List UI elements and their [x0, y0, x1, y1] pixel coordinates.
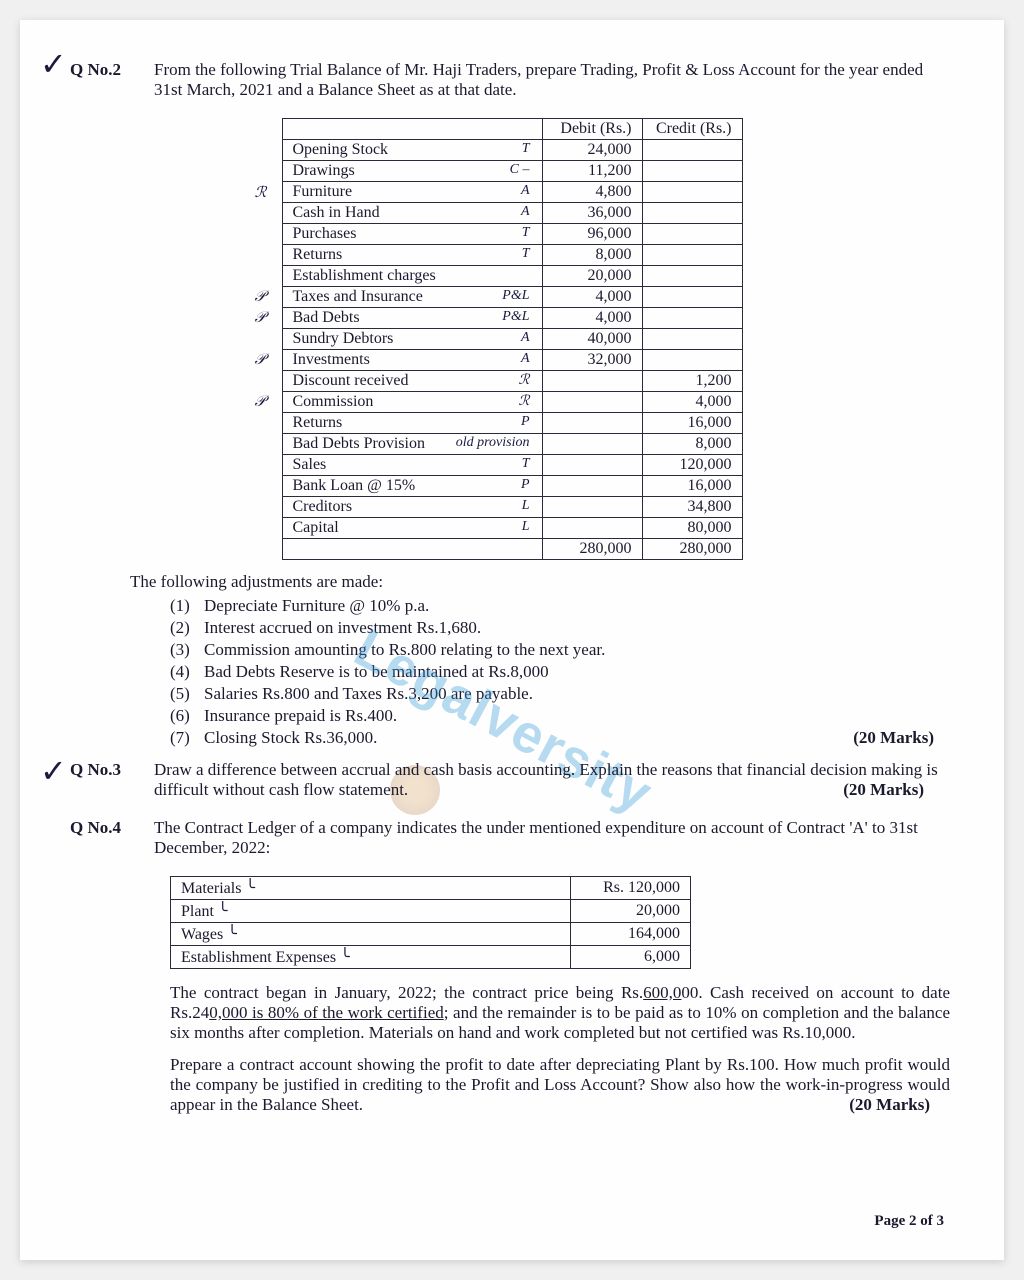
adjustment-item: (1)Depreciate Furniture @ 10% p.a.: [170, 596, 954, 616]
table-row: ReturnsT8,000: [282, 245, 742, 266]
table-row: Wages ╰164,000: [171, 923, 691, 946]
checkmark-annotation: ✓: [40, 45, 67, 83]
handwritten-annotation: C –: [510, 162, 530, 178]
handwritten-annotation: L: [522, 519, 530, 535]
question-3: ✓ Q No.3 Draw a difference between accru…: [70, 760, 954, 800]
adjustment-item: (7)Closing Stock Rs.36,000.(20 Marks): [170, 728, 954, 748]
table-row: Bank Loan @ 15%P16,000: [282, 476, 742, 497]
table-row: Plant ╰20,000: [171, 900, 691, 923]
handwritten-annotation: ℛ: [518, 393, 529, 410]
table-row: Cash in HandA36,000: [282, 203, 742, 224]
handwritten-annotation: 𝒫: [255, 393, 266, 411]
table-row: Discount receivedℛ1,200: [282, 371, 742, 392]
handwritten-annotation: ╰: [223, 926, 237, 943]
question-2: ✓ Q No.2 From the following Trial Balanc…: [70, 60, 954, 100]
handwritten-annotation: P: [521, 477, 530, 493]
table-row: Establishment Expenses ╰6,000: [171, 946, 691, 969]
table-row: FurnitureℛA4,800: [282, 182, 742, 203]
total-credit: 280,000: [642, 539, 742, 560]
question-4: Q No.4 The Contract Ledger of a company …: [70, 818, 954, 858]
handwritten-annotation: ℛ: [255, 183, 267, 202]
handwritten-annotation: P&L: [502, 288, 529, 304]
contract-table: Materials ╰Rs. 120,000Plant ╰20,000Wages…: [170, 876, 691, 969]
adjustment-item: (4)Bad Debts Reserve is to be maintained…: [170, 662, 954, 682]
handwritten-annotation: P&L: [502, 309, 529, 325]
handwritten-annotation: ╰: [336, 949, 350, 966]
table-row: Bad Debts Provisionold provision8,000: [282, 434, 742, 455]
handwritten-annotation: T: [522, 246, 530, 262]
handwritten-annotation: T: [522, 225, 530, 241]
table-row: Opening StockT24,000: [282, 140, 742, 161]
table-row: ReturnsP16,000: [282, 413, 742, 434]
q2-text: From the following Trial Balance of Mr. …: [154, 60, 944, 100]
table-row: CreditorsL34,800: [282, 497, 742, 518]
adjustments-intro: The following adjustments are made:: [130, 572, 954, 592]
handwritten-annotation: A: [521, 204, 530, 220]
handwritten-annotation: L: [522, 498, 530, 514]
header-credit: Credit (Rs.): [642, 119, 742, 140]
table-total-row: 280,000 280,000: [282, 539, 742, 560]
total-debit: 280,000: [542, 539, 642, 560]
q4-label: Q No.4: [70, 818, 150, 838]
table-row: Commission𝒫ℛ4,000: [282, 392, 742, 413]
table-row: Sundry DebtorsA40,000: [282, 329, 742, 350]
handwritten-annotation: old provision: [456, 435, 530, 451]
header-debit: Debit (Rs.): [542, 119, 642, 140]
handwritten-annotation: A: [521, 351, 530, 367]
handwritten-annotation: ℛ: [518, 372, 529, 389]
table-row: Taxes and Insurance𝒫P&L4,000: [282, 287, 742, 308]
q3-label: Q No.3: [70, 760, 150, 780]
table-row: Materials ╰Rs. 120,000: [171, 877, 691, 900]
handwritten-annotation: 𝒫: [255, 309, 266, 327]
table-row: SalesT120,000: [282, 455, 742, 476]
page-footer: Page 2 of 3: [874, 1213, 944, 1230]
adjustment-item: (3)Commission amounting to Rs.800 relati…: [170, 640, 954, 660]
table-row: PurchasesT96,000: [282, 224, 742, 245]
q4-para2: Prepare a contract account showing the p…: [170, 1055, 950, 1115]
table-row: CapitalL80,000: [282, 518, 742, 539]
q2-marks: (20 Marks): [853, 728, 934, 748]
handwritten-annotation: 𝒫: [255, 351, 266, 369]
checkmark-annotation: ✓: [40, 752, 67, 790]
table-header-row: Debit (Rs.) Credit (Rs.): [282, 119, 742, 140]
q2-label: Q No.2: [70, 60, 150, 80]
handwritten-annotation: T: [522, 141, 530, 157]
table-row: Investments𝒫A32,000: [282, 350, 742, 371]
trial-balance-table: Debit (Rs.) Credit (Rs.) Opening StockT2…: [282, 118, 743, 560]
adjustment-item: (5)Salaries Rs.800 and Taxes Rs.3,200 ar…: [170, 684, 954, 704]
q4-intro: The Contract Ledger of a company indicat…: [154, 818, 944, 858]
table-row: DrawingsC –11,200: [282, 161, 742, 182]
handwritten-annotation: A: [521, 330, 530, 346]
handwritten-annotation: P: [521, 414, 530, 430]
handwritten-annotation: ╰: [214, 903, 228, 920]
table-row: Establishment charges20,000: [282, 266, 742, 287]
handwritten-annotation: T: [522, 456, 530, 472]
handwritten-annotation: ╰: [241, 880, 255, 897]
adjustments-list: (1)Depreciate Furniture @ 10% p.a.(2)Int…: [170, 596, 954, 748]
adjustment-item: (2)Interest accrued on investment Rs.1,6…: [170, 618, 954, 638]
header-blank: [282, 119, 542, 140]
q3-text: Draw a difference between accrual and ca…: [154, 760, 944, 800]
handwritten-annotation: 𝒫: [255, 288, 266, 306]
handwritten-annotation: A: [521, 183, 530, 199]
q4-para1: The contract began in January, 2022; the…: [170, 983, 950, 1043]
q3-marks: (20 Marks): [843, 780, 924, 800]
exam-page: Legalversity ✓ Q No.2 From the following…: [20, 20, 1004, 1260]
adjustment-item: (6)Insurance prepaid is Rs.400.: [170, 706, 954, 726]
q4-marks: (20 Marks): [849, 1095, 930, 1115]
table-row: Bad Debts𝒫P&L4,000: [282, 308, 742, 329]
